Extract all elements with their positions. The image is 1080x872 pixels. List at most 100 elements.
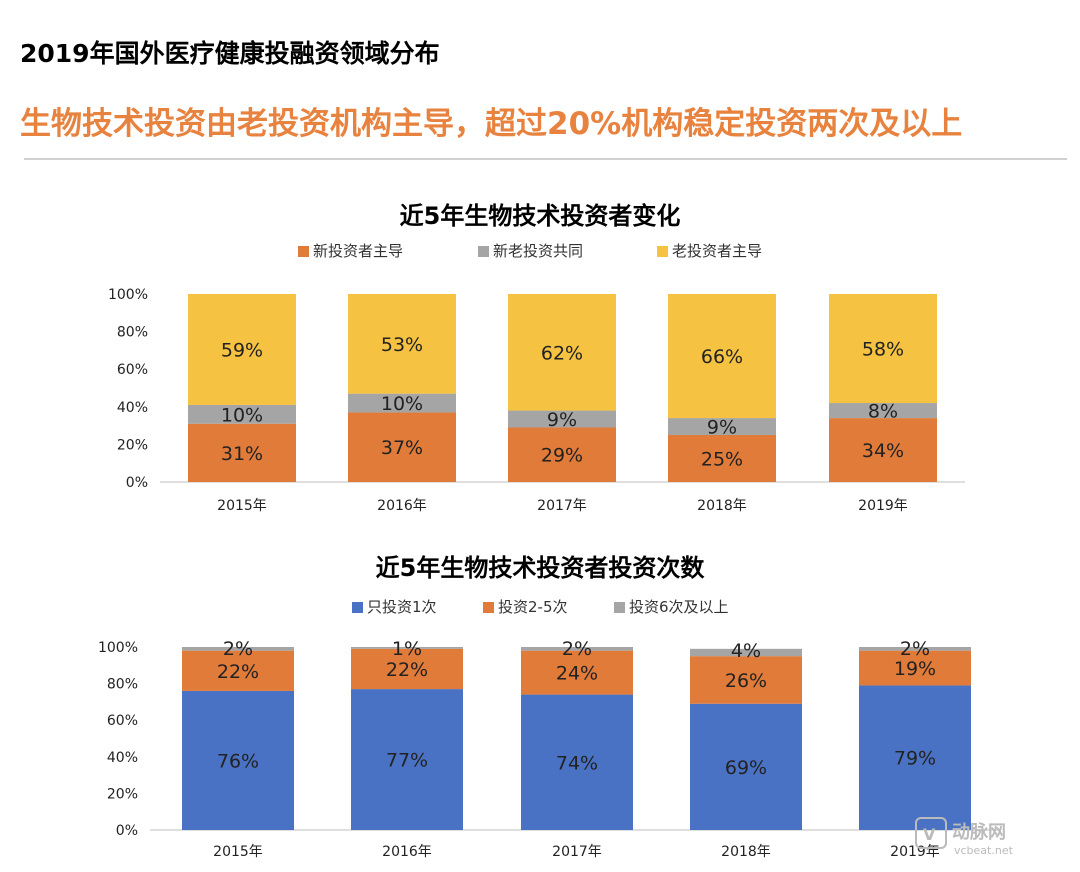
legend-swatch	[614, 602, 625, 613]
chart-title-investment-times: 近5年生物技术投资者投资次数	[375, 554, 705, 582]
data-label: 37%	[381, 437, 423, 459]
data-label: 8%	[868, 401, 898, 423]
bar-segment	[668, 418, 776, 435]
legend-label: 投资2-5次	[498, 598, 568, 616]
legend-label: 只投资1次	[367, 598, 437, 616]
headline: 生物技术投资由老投资机构主导，超过20%机构稳定投资两次及以上	[20, 106, 963, 142]
data-label: 62%	[541, 342, 583, 364]
data-label: 74%	[556, 752, 598, 774]
data-label: 34%	[862, 440, 904, 462]
bar-segment	[521, 647, 633, 651]
bar-segment	[521, 694, 633, 830]
watermark-url: vcbeat.net	[954, 844, 1014, 857]
data-label: 77%	[386, 750, 428, 772]
bar-segment	[351, 689, 463, 830]
bar-segment	[690, 656, 802, 704]
legend-label: 投资6次及以上	[629, 598, 729, 616]
data-label: 69%	[725, 757, 767, 779]
divider	[24, 158, 1067, 160]
bar-segment	[508, 294, 616, 411]
data-label: 24%	[556, 663, 598, 685]
x-tick-label: 2018年	[697, 498, 747, 514]
y-tick-label: 40%	[107, 750, 138, 766]
bar-segment	[351, 648, 463, 690]
legend: 新投资者主导 新老投资共同 老投资者主导	[298, 242, 762, 260]
data-label: 66%	[701, 346, 743, 368]
logo-icon	[915, 817, 947, 849]
data-label: 53%	[381, 334, 423, 356]
x-tick-label: 2019年	[858, 498, 908, 514]
watermark-text: 动脉网	[952, 821, 1006, 843]
y-tick-label: 20%	[107, 786, 138, 802]
bar-segment	[351, 647, 463, 649]
x-tick-label: 2016年	[377, 498, 427, 514]
bar-segment	[859, 647, 971, 651]
x-tick-label: 2015年	[217, 498, 267, 514]
data-label: 4%	[731, 640, 761, 662]
x-tick-label: 2017年	[552, 844, 602, 860]
bar-segment	[859, 685, 971, 830]
bar-segment	[182, 647, 294, 651]
bar-segment	[668, 294, 776, 419]
data-label: 59%	[221, 339, 263, 361]
y-tick-label: 100%	[98, 640, 138, 656]
data-label: 2%	[900, 638, 930, 660]
legend-swatch	[298, 246, 309, 257]
bar-segment	[508, 427, 616, 482]
bar-segment	[348, 393, 456, 413]
data-label: 9%	[707, 417, 737, 439]
legend-label: 新老投资共同	[493, 242, 583, 260]
data-label: 31%	[221, 443, 263, 465]
data-label: 22%	[386, 659, 428, 681]
legend-swatch	[352, 602, 363, 613]
data-label: 2%	[562, 638, 592, 660]
data-label: 76%	[217, 750, 259, 772]
bar-segment	[521, 650, 633, 695]
legend-label: 新投资者主导	[313, 242, 403, 260]
legend-label: 老投资者主导	[672, 242, 762, 260]
x-tick-label: 2015年	[213, 844, 263, 860]
bar-segment	[829, 418, 937, 482]
y-tick-label: 80%	[117, 325, 148, 341]
bar-segment	[348, 412, 456, 482]
legend-swatch	[478, 246, 489, 257]
y-tick-label: 100%	[108, 287, 148, 303]
bar-segment	[182, 650, 294, 691]
bar-segment	[690, 648, 802, 657]
bar-segment	[508, 410, 616, 428]
bar-segment	[188, 423, 296, 482]
y-tick-label: 0%	[126, 475, 148, 491]
legend-swatch	[657, 246, 668, 257]
bar-segment	[348, 294, 456, 394]
y-tick-label: 20%	[117, 437, 148, 453]
watermark-logo: V 动脉网 vcbeat.net	[915, 817, 1014, 857]
bar-segment	[188, 294, 296, 405]
y-tick-label: 80%	[107, 677, 138, 693]
y-tick-label: 40%	[117, 400, 148, 416]
legend: 只投资1次 投资2-5次 投资6次及以上	[352, 598, 729, 616]
bar-segment	[668, 435, 776, 482]
x-tick-label: 2017年	[537, 498, 587, 514]
bar-segment	[182, 690, 294, 830]
bar-segment	[690, 703, 802, 830]
legend-swatch	[483, 602, 494, 613]
data-label: 25%	[701, 449, 743, 471]
data-label: 2%	[223, 638, 253, 660]
data-label: 1%	[392, 638, 422, 660]
y-tick-label: 0%	[116, 823, 138, 839]
x-tick-label: 2016年	[382, 844, 432, 860]
y-tick-label: 60%	[107, 713, 138, 729]
chart-title-investor-change: 近5年生物技术投资者变化	[399, 202, 681, 230]
bar-segment	[829, 294, 937, 404]
chart-investment-times: 只投资1次 投资2-5次 投资6次及以上 0% 20% 40% 60% 80% 100% 76% 2…	[98, 598, 1000, 860]
data-label: 19%	[894, 658, 936, 680]
data-label: 10%	[221, 404, 263, 426]
data-label: 22%	[217, 661, 259, 683]
y-tick-label: 60%	[117, 362, 148, 378]
bar-segment	[859, 650, 971, 686]
page-title: 2019年国外医疗健康投融资领域分布	[20, 39, 440, 68]
x-tick-label: 2018年	[721, 844, 771, 860]
data-label: 9%	[547, 409, 577, 431]
bar-segment	[188, 404, 296, 424]
bar-segment	[829, 403, 937, 419]
